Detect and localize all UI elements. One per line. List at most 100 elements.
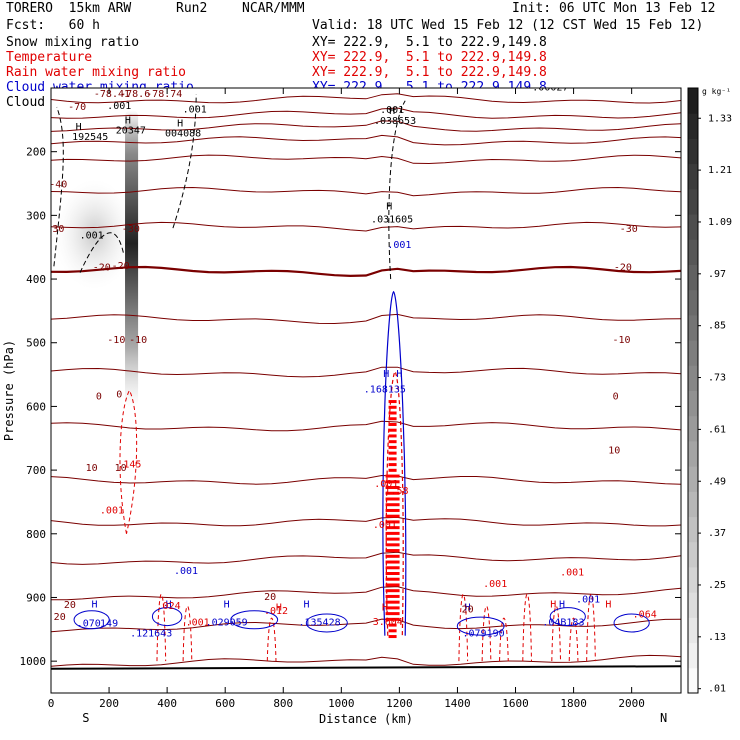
isotherm-line [51, 107, 681, 119]
maximum-marker: H [605, 599, 611, 610]
x-tick-label: 1600 [502, 697, 529, 710]
x-end-label-north: N [660, 711, 667, 725]
colorbar-tick-label: .97 [708, 269, 726, 280]
colorbar-segment [688, 516, 698, 543]
rain-label: .001 [560, 567, 584, 578]
cloud-ice-contours [53, 94, 406, 280]
cloud-water-label: .04B183 [542, 618, 584, 629]
maximum-marker: H [559, 599, 565, 610]
x-end-label-south: S [82, 711, 89, 725]
cloud-water-contour [73, 610, 110, 630]
isotherm-line [51, 120, 681, 132]
isotherm-label: 0 [116, 390, 122, 401]
colorbar-segment [688, 289, 698, 316]
cloud-water-contour [613, 613, 650, 633]
forecast-hour: Fcst: 60 h [6, 18, 100, 33]
isotherm-label: 20 [462, 604, 474, 615]
rain-label: .001 [483, 579, 507, 590]
y-axis-label: Pressure (hPa) [2, 340, 16, 441]
rain-core-mark [385, 514, 400, 518]
isotherm-line [51, 221, 681, 232]
isotherm-label: -70 [68, 102, 86, 113]
x-tick-label: 400 [157, 697, 177, 710]
rain-contour [119, 389, 138, 534]
rain-core-mark [385, 554, 400, 558]
y-tick-label: 600 [26, 400, 46, 413]
cloud-water-label: .029059 [206, 618, 248, 629]
ice-contour [53, 106, 125, 273]
x-axis-label: Distance (km) [319, 712, 413, 726]
isotherm-line [51, 366, 681, 378]
rain-core-mark [385, 549, 400, 553]
colorbar-tick-label: .49 [708, 476, 726, 487]
y-tick-label: 300 [26, 209, 46, 222]
colorbar-segment [688, 566, 698, 593]
rain-core-mark [385, 480, 400, 484]
rain-core-mark [388, 635, 397, 639]
isotherm-line [51, 420, 681, 432]
snow-max-label: .038653 [374, 116, 416, 127]
run-name: Run2 [176, 1, 208, 16]
x-tick-label: 1800 [560, 697, 587, 710]
maximum-marker: H [276, 603, 282, 614]
rain-label: 3.604 [373, 617, 403, 628]
snow-shading-glow [54, 179, 135, 290]
cloud-water-contour [305, 613, 348, 633]
maximum-marker: H [382, 603, 388, 614]
colorbar-tick-label: .25 [708, 580, 726, 591]
model-name: TORERO 15km ARW [6, 1, 132, 16]
rain-core-mark [385, 600, 400, 604]
rain-core-mark [385, 520, 400, 524]
colorbar-segment [688, 466, 698, 492]
legend-label: Rain water mixing ratio [6, 65, 187, 80]
y-tick-label: 1000 [20, 655, 47, 668]
colorbar-segment [688, 642, 698, 669]
isotherm-label: 10 [86, 463, 98, 474]
rain-core-mark [385, 589, 400, 593]
rain-core-mark [385, 583, 400, 587]
colorbar-segment [688, 163, 698, 190]
isotherm-label: -30 [620, 224, 638, 235]
isotherm-label: 0 [96, 392, 102, 403]
rain-label: .012 [264, 606, 288, 617]
y-tick-label: 200 [26, 146, 46, 159]
maximum-marker: H [125, 115, 131, 126]
colorbar-segment [688, 440, 698, 467]
colorbar-segment [688, 592, 698, 618]
colorbar-segment [688, 138, 698, 165]
colorbar-tick-label: .37 [708, 528, 726, 539]
colorbar-segment [688, 340, 698, 366]
cloud-water-label: .070 [77, 618, 101, 629]
snow-plume-shading [125, 110, 139, 407]
isotherm-label: 10 [115, 463, 127, 474]
legend-xy: XY= 222.9, 5.1 to 222.9,149.8 [312, 65, 547, 80]
snow-max-label: 004088 [165, 129, 201, 140]
y-tick-label: 700 [26, 464, 46, 477]
maximum-marker: H [383, 369, 389, 380]
cloud-ice-label: .001 [380, 105, 404, 116]
legend-label: Snow mixing ratio [6, 35, 140, 50]
colorbar-segment [688, 390, 698, 417]
rain-core-mark [388, 417, 397, 421]
isotherm-line [51, 186, 681, 197]
colorbar-segment [688, 365, 698, 391]
rain-contour [586, 593, 596, 662]
ice-contour [172, 94, 197, 229]
ice-contour [388, 100, 406, 280]
rain-core-mark [385, 491, 400, 495]
cloud-water-contour [230, 610, 279, 630]
x-tick-label: 800 [273, 697, 293, 710]
rain-contour [568, 618, 579, 662]
cloud-ice-label: .001 [107, 101, 131, 112]
rain-core-mark [385, 503, 400, 507]
isotherm-line [51, 586, 681, 601]
y-tick-label: 400 [26, 273, 46, 286]
colorbar-segment [688, 239, 698, 265]
rain-core-mark [388, 623, 397, 627]
isotherm-line [51, 516, 681, 527]
colorbar-tick-label: .01 [708, 684, 726, 695]
rain-core-mark [388, 463, 397, 467]
rain-core-mark [385, 531, 400, 535]
rain-label: .145 [117, 460, 141, 471]
